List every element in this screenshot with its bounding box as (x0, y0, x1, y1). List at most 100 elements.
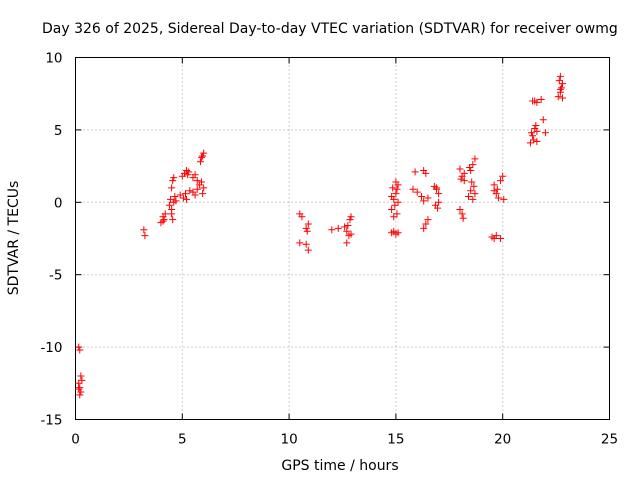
data-point (529, 97, 537, 105)
data-point (199, 190, 207, 198)
data-point (179, 194, 187, 202)
data-point (556, 85, 564, 93)
data-point (497, 235, 505, 242)
data-point (169, 216, 177, 224)
data-point (467, 187, 475, 195)
data-point (471, 190, 479, 198)
data-point (328, 226, 336, 234)
data-point (559, 80, 567, 88)
data-point (459, 214, 467, 222)
data-point (529, 132, 537, 140)
data-point (458, 210, 466, 218)
data-point (167, 195, 175, 203)
data-point (298, 213, 306, 221)
data-point (422, 169, 430, 177)
data-point (432, 184, 440, 192)
data-point (471, 155, 479, 163)
data-point (159, 217, 167, 225)
data-point (302, 240, 310, 248)
data-point (186, 187, 194, 195)
data-point (465, 193, 473, 201)
data-point (435, 198, 443, 206)
data-point (78, 376, 86, 384)
data-point (494, 194, 502, 202)
data-point (392, 190, 400, 198)
data-point (171, 193, 179, 201)
data-point (389, 184, 397, 192)
data-point (468, 178, 476, 186)
x-tick-label: 0 (71, 432, 80, 448)
data-point (169, 177, 177, 185)
data-point (539, 116, 547, 124)
x-tick-label: 5 (178, 432, 187, 448)
x-tick-label: 10 (281, 432, 298, 448)
data-point (76, 384, 84, 392)
data-point (556, 72, 564, 80)
data-point (391, 201, 399, 209)
data-point (388, 193, 396, 201)
data-point (304, 220, 312, 228)
x-tick-label: 25 (601, 432, 618, 448)
data-point (200, 149, 208, 157)
data-point (390, 213, 398, 221)
plot-frame (75, 57, 610, 420)
data-point (420, 224, 428, 232)
data-point (183, 195, 191, 203)
data-point (161, 210, 169, 218)
x-tick-labels: 0 5 10 15 20 25 (71, 432, 618, 448)
data-point (346, 216, 354, 224)
data-point (497, 177, 505, 185)
axis-ticks (75, 57, 610, 420)
data-point (185, 168, 193, 176)
x-axis-label: GPS time / hours (281, 458, 398, 474)
data-point (189, 188, 197, 196)
data-point (467, 166, 475, 174)
y-tick-label: 10 (45, 51, 62, 67)
data-point (530, 136, 538, 144)
data-point (456, 206, 464, 214)
data-point (492, 232, 500, 240)
y-axis-label: SDTVAR / TECUs (6, 181, 22, 296)
data-point (469, 195, 477, 203)
data-point (170, 174, 178, 182)
data-point (533, 127, 541, 135)
data-point (469, 161, 477, 169)
data-point (424, 216, 432, 224)
data-point (537, 95, 545, 103)
data-point (434, 204, 442, 212)
data-point (541, 129, 549, 137)
data-point (334, 224, 342, 232)
data-point (165, 201, 173, 209)
x-tick-label: 20 (494, 432, 511, 448)
data-point (184, 171, 192, 179)
data-point (466, 164, 474, 172)
data-point (424, 194, 432, 202)
data-point (198, 178, 206, 186)
data-point (500, 195, 508, 203)
data-point (557, 84, 565, 92)
data-point (554, 93, 562, 101)
data-point (140, 226, 148, 234)
data-point (555, 77, 563, 85)
y-tick-label: -10 (40, 340, 62, 356)
data-point (413, 188, 421, 196)
data-point (528, 129, 536, 137)
data-point (418, 193, 426, 201)
data-point (533, 98, 541, 106)
data-point (499, 172, 507, 180)
data-point (392, 178, 400, 186)
data-point (394, 198, 402, 206)
data-point (77, 372, 85, 380)
data-point (393, 185, 401, 193)
data-point (420, 197, 428, 205)
x-tick-label: 15 (387, 432, 404, 448)
y-tick-label: -5 (49, 268, 62, 284)
data-point (344, 221, 352, 229)
data-point (347, 213, 355, 221)
data-point (193, 177, 201, 185)
data-point (193, 185, 201, 193)
chart-title: Day 326 of 2025, Sidereal Day-to-day VTE… (42, 21, 618, 37)
data-point (191, 171, 199, 179)
data-point (460, 169, 468, 177)
data-point (198, 153, 206, 161)
